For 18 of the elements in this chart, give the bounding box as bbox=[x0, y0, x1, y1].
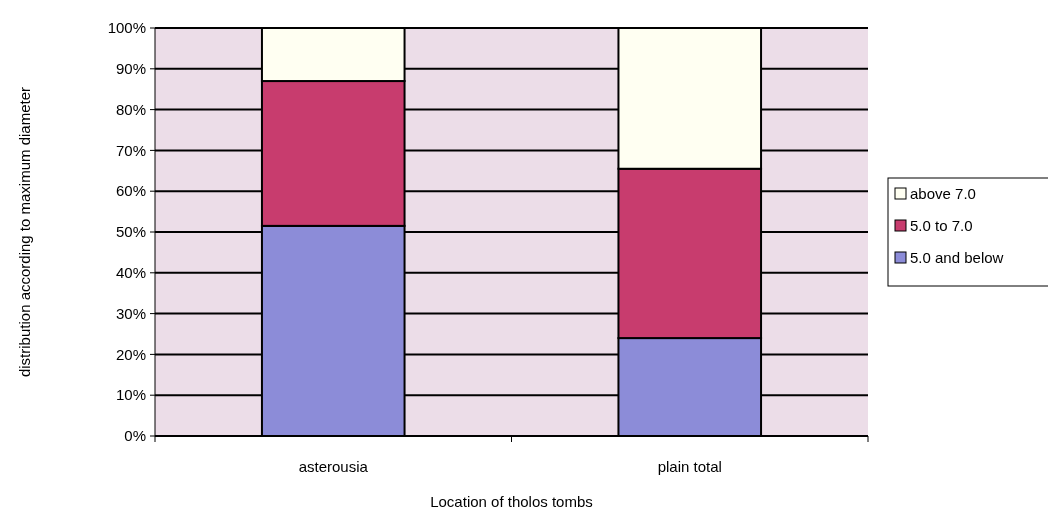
y-tick-label: 0% bbox=[124, 427, 146, 445]
legend-label: above 7.0 bbox=[910, 185, 976, 203]
y-tick-label: 10% bbox=[115, 386, 146, 404]
y-axis-title: distribution according to maximum diameter bbox=[16, 86, 33, 378]
y-tick-label: 50% bbox=[115, 223, 146, 241]
legend-label: 5.0 to 7.0 bbox=[910, 217, 973, 235]
y-tick-label: 30% bbox=[115, 304, 146, 322]
y-tick-label: 20% bbox=[115, 345, 146, 363]
y-tick-label: 60% bbox=[115, 182, 146, 200]
y-tick-label: 80% bbox=[115, 100, 146, 118]
y-tick-label: 90% bbox=[115, 60, 146, 78]
y-tick-label: 40% bbox=[115, 264, 146, 282]
y-tick-label: 100% bbox=[107, 19, 146, 37]
legend-label: 5.0 and below bbox=[910, 249, 1004, 267]
x-tick-label: plain total bbox=[657, 458, 722, 475]
x-axis-title: Location of tholos tombs bbox=[430, 493, 593, 510]
y-tick-label: 70% bbox=[115, 141, 146, 159]
x-tick-label: asterousia bbox=[298, 458, 369, 475]
